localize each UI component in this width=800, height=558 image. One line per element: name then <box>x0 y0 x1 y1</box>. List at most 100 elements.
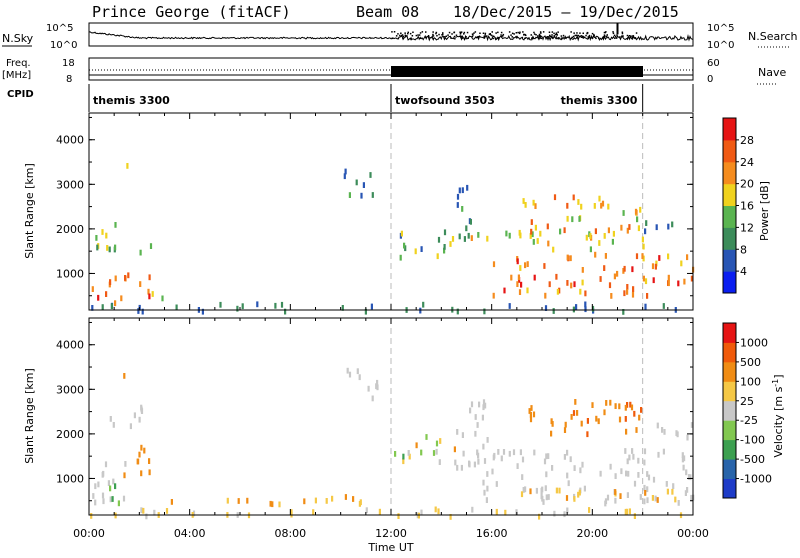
data-cell <box>626 402 629 408</box>
noise-search-dot <box>448 31 451 34</box>
data-cell <box>641 253 644 259</box>
noise-search-dot <box>530 34 532 36</box>
data-cell <box>274 302 277 309</box>
data-cell <box>111 496 114 502</box>
noise-search-dot <box>404 35 407 38</box>
data-cell <box>656 497 659 503</box>
date-range: 18/Dec/2015 – 19/Dec/2015 <box>453 3 679 21</box>
data-cell <box>588 507 591 513</box>
data-cell <box>614 403 617 409</box>
data-cell <box>470 401 474 408</box>
data-cell <box>122 495 126 502</box>
noise-search-dot <box>562 34 565 37</box>
data-cell <box>580 420 583 427</box>
noise-search-dot <box>549 35 552 38</box>
data-cell <box>604 500 607 507</box>
noise-search-dot <box>415 34 418 37</box>
data-cell <box>376 384 379 391</box>
data-cell <box>469 218 472 225</box>
noise-search-dot <box>588 36 590 38</box>
noise-search-dot <box>524 37 526 39</box>
colorbar-tick-label: 28 <box>740 134 754 147</box>
data-cell <box>529 233 532 239</box>
noise-search-dot <box>572 35 575 38</box>
noise-search-dot <box>460 32 462 34</box>
data-cell <box>539 230 542 237</box>
y-tick-label: 3000 <box>56 383 84 396</box>
noise-search-dot <box>445 35 448 37</box>
noise-search-dot <box>492 35 495 37</box>
data-cell <box>677 280 680 287</box>
data-cell <box>605 400 608 406</box>
noise-search-dot <box>491 31 493 33</box>
data-cell <box>371 192 374 198</box>
noise-search-dot <box>467 37 469 39</box>
data-cell <box>654 263 657 270</box>
noise-search-dot <box>525 34 527 37</box>
data-cell <box>643 498 646 505</box>
x-tick-label: 00:00 <box>73 527 105 540</box>
noise-search-dot <box>459 33 462 35</box>
data-cell <box>635 427 638 433</box>
data-cell <box>657 451 660 458</box>
colorbar-tick-label: 100 <box>740 375 761 388</box>
data-cell <box>106 245 109 251</box>
data-cell <box>686 434 689 441</box>
data-cell <box>524 202 527 208</box>
data-cell <box>638 414 641 421</box>
data-cell <box>620 224 623 231</box>
data-cell <box>530 219 533 225</box>
data-cell <box>540 493 543 500</box>
data-cell <box>556 288 559 295</box>
noise-search-dot <box>612 31 614 33</box>
noise-search-dot <box>471 33 474 35</box>
data-cell <box>690 275 693 282</box>
data-cell <box>508 450 511 457</box>
colorbar-tick-label: 500 <box>740 356 761 369</box>
data-cell <box>646 497 649 504</box>
noise-search-dot <box>583 36 586 38</box>
noise-search-dot <box>582 32 584 34</box>
data-cell <box>639 494 642 500</box>
data-cell <box>564 421 567 428</box>
data-cell <box>573 496 576 502</box>
y-tick-label: 4000 <box>56 339 84 352</box>
noise-search-dot <box>603 34 606 36</box>
data-cell <box>407 450 410 456</box>
noise-search-dot <box>466 31 469 34</box>
data-cell <box>546 223 549 230</box>
noise-search-dot <box>576 32 578 34</box>
data-cell <box>632 286 635 292</box>
x-tick-label: 12:00 <box>375 527 407 540</box>
noise-search-dot <box>495 32 497 34</box>
data-cell <box>91 305 94 311</box>
data-cell <box>603 409 606 416</box>
data-cell <box>652 277 655 284</box>
colorbar-tick-label: 1000 <box>740 336 768 349</box>
noise-search-dot <box>489 34 492 36</box>
data-cell <box>456 202 459 208</box>
data-cell <box>666 488 669 495</box>
data-cell <box>652 476 656 483</box>
data-cell <box>530 405 533 411</box>
noise-search-dot <box>432 31 434 33</box>
data-cell <box>583 485 586 492</box>
data-cell <box>143 447 146 454</box>
data-cell <box>625 428 628 435</box>
noise-search-dot <box>401 34 404 36</box>
data-cell <box>246 497 249 504</box>
data-cell <box>153 509 156 516</box>
power-panel: 1000 2000 3000 4000 Slant Range [km] 4 8 12 16… <box>23 112 771 315</box>
noise-search-dot <box>454 38 456 40</box>
data-cell <box>529 488 532 495</box>
data-cell <box>614 473 617 479</box>
data-cell <box>609 463 612 470</box>
data-cell <box>636 216 639 223</box>
data-cell <box>469 407 472 414</box>
data-cell <box>526 261 529 267</box>
colorbar-swatch <box>723 249 736 272</box>
data-cell <box>348 371 352 378</box>
data-cell <box>112 422 115 428</box>
power-colorbar: 4 8 12 16 20 24 28 <box>722 117 754 294</box>
data-cell <box>533 274 536 281</box>
